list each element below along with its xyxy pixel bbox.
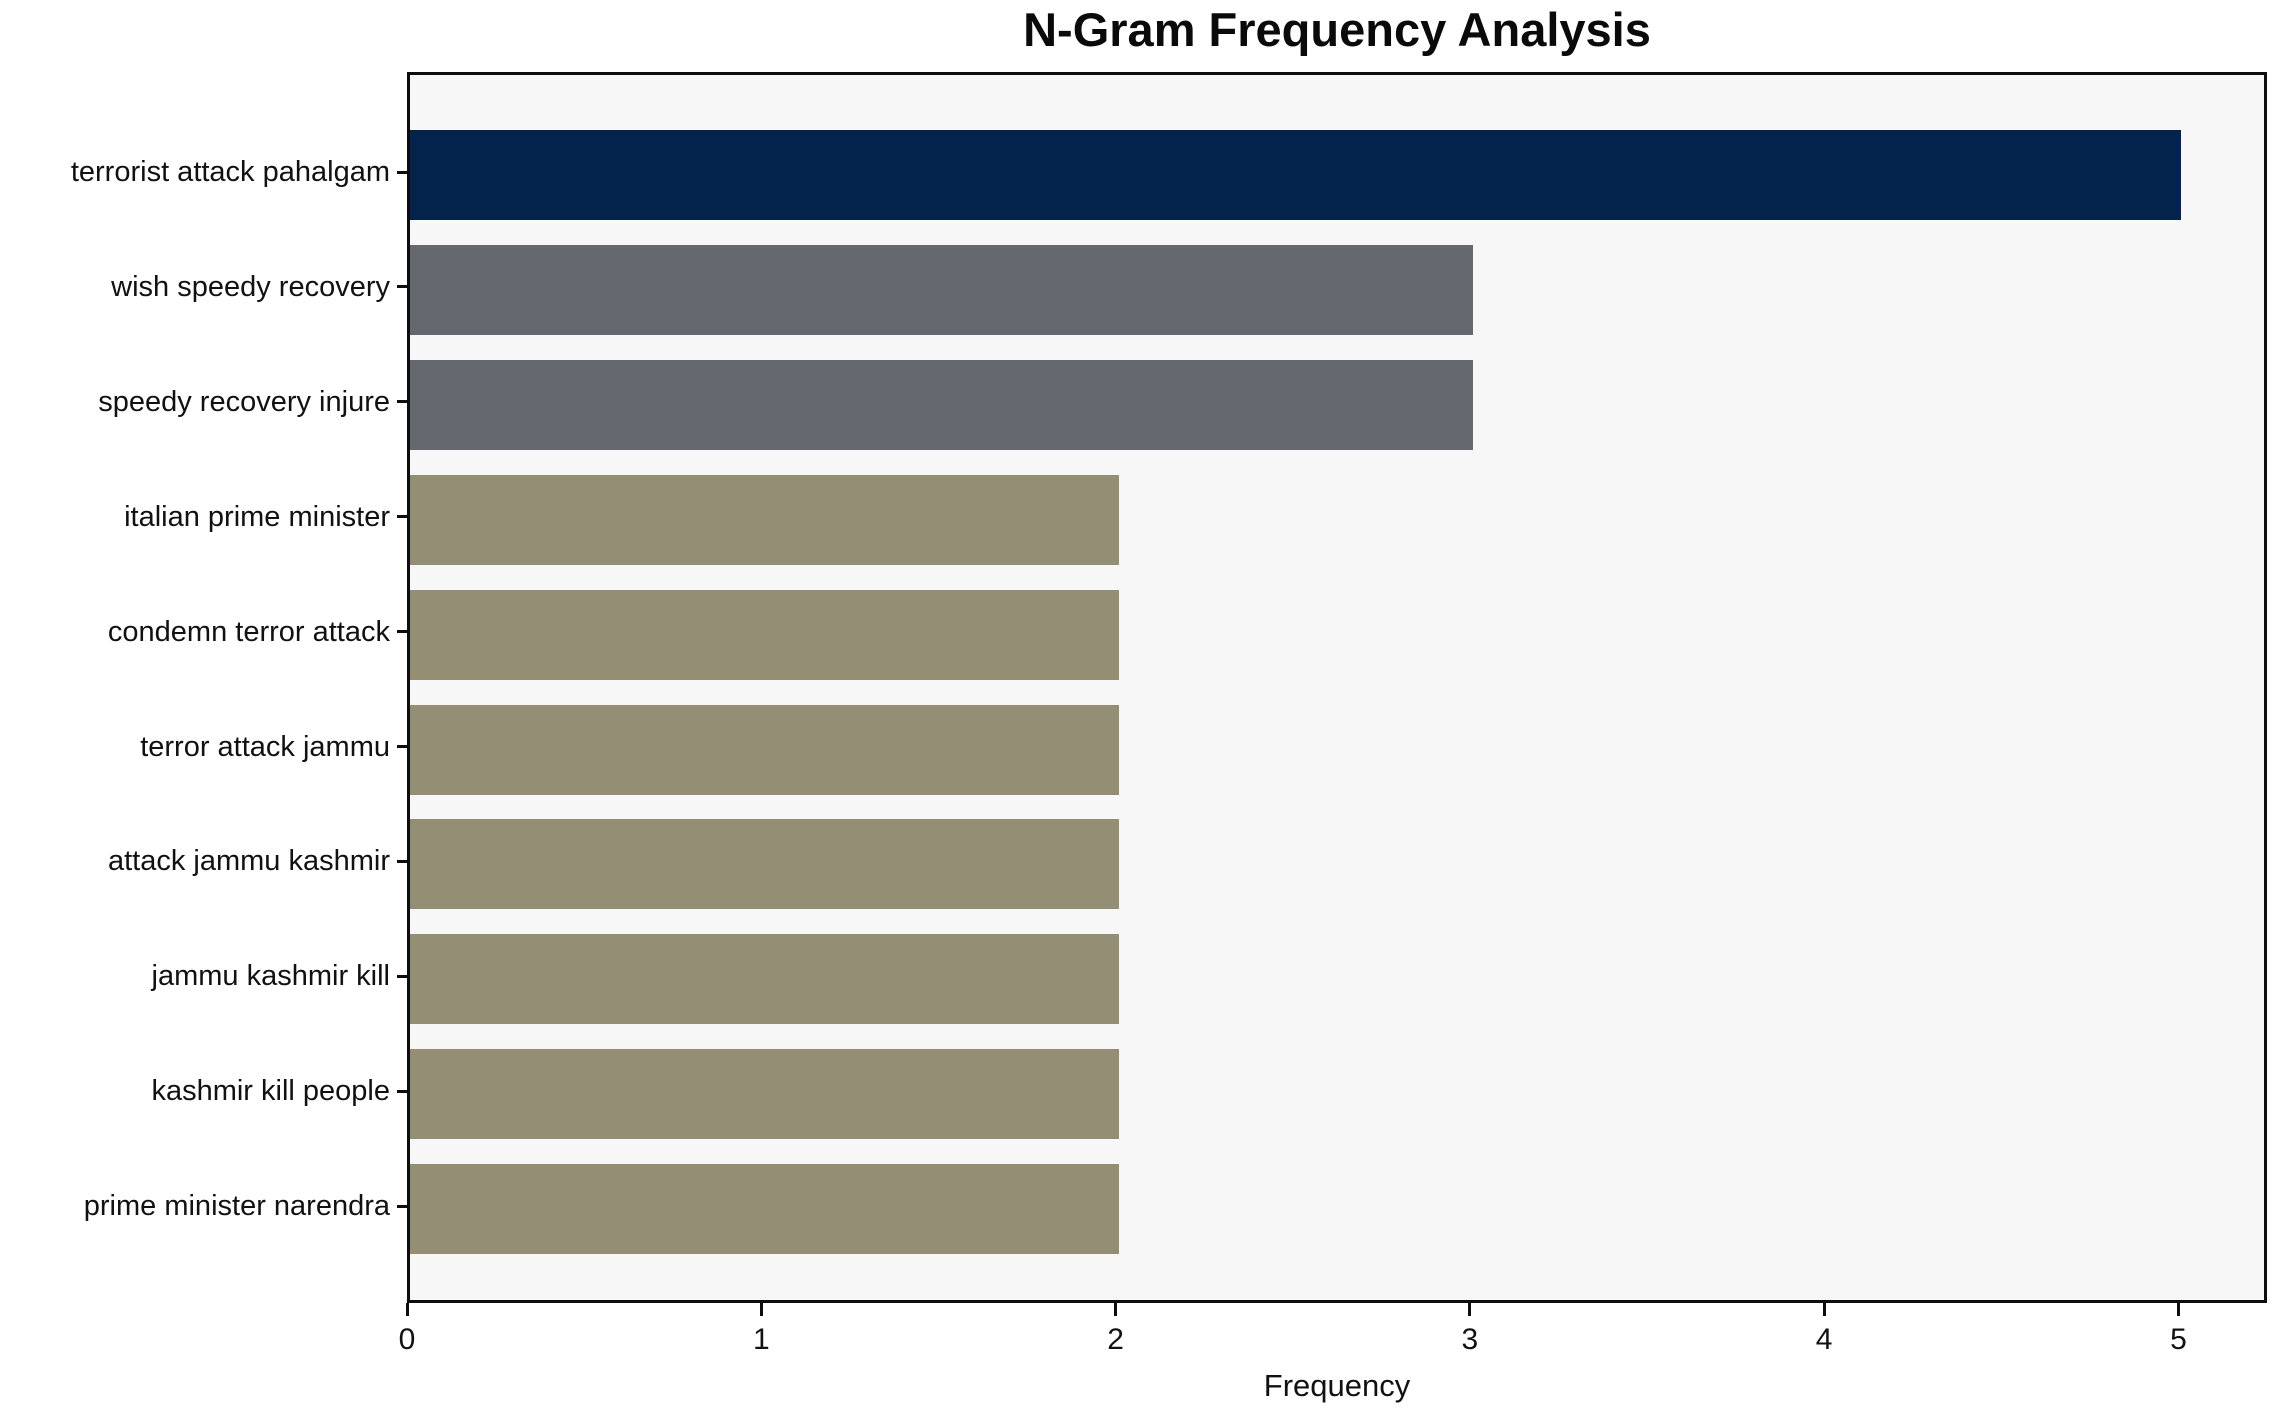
x-tick-mark — [1114, 1303, 1118, 1316]
y-tick-label: condemn terror attack — [107, 615, 390, 648]
y-tick-mark — [397, 170, 407, 174]
y-tick-mark — [397, 974, 407, 978]
bar — [410, 474, 1119, 565]
y-tick-mark — [397, 859, 407, 863]
x-tick-mark — [1822, 1303, 1826, 1316]
bar — [410, 359, 1473, 450]
x-tick-label: 4 — [1815, 1323, 1833, 1356]
bar — [410, 130, 2182, 220]
x-tick-label: 2 — [1107, 1323, 1124, 1356]
x-tick-label: 0 — [398, 1323, 416, 1356]
chart-title: N-Gram Frequency Analysis — [1023, 3, 1651, 56]
bar — [410, 819, 1119, 910]
y-tick-mark — [397, 745, 407, 748]
bar — [410, 1049, 1119, 1140]
x-tick-mark — [2176, 1303, 2180, 1316]
bar — [410, 244, 1473, 335]
y-tick-label: terror attack jammu — [140, 730, 390, 763]
x-axis-label: Frequency — [1263, 1368, 1411, 1403]
x-tick-label: 5 — [2170, 1323, 2187, 1356]
y-tick-label: prime minister narendra — [83, 1190, 390, 1223]
bar — [410, 1164, 1119, 1255]
y-tick-mark — [397, 630, 407, 634]
y-tick-label: jammu kashmir kill — [151, 960, 390, 993]
x-tick-mark — [759, 1303, 763, 1316]
y-tick-mark — [397, 1089, 407, 1093]
plot-area — [407, 72, 2267, 1303]
y-tick-label: terrorist attack pahalgam — [70, 156, 390, 188]
y-tick-mark — [397, 285, 407, 289]
x-tick-label: 3 — [1461, 1323, 1479, 1356]
y-tick-label: wish speedy recovery — [111, 270, 390, 303]
y-tick-label: speedy recovery injure — [98, 385, 390, 418]
bar — [410, 704, 1119, 795]
x-tick-mark — [405, 1303, 409, 1316]
x-tick-mark — [1468, 1303, 1472, 1316]
y-tick-mark — [397, 515, 407, 519]
y-tick-label: italian prime minister — [124, 500, 390, 533]
bar — [410, 934, 1119, 1025]
x-tick-label: 1 — [752, 1323, 770, 1356]
y-tick-label: kashmir kill people — [151, 1075, 390, 1108]
y-tick-mark — [397, 400, 407, 404]
y-tick-mark — [397, 1204, 407, 1208]
y-tick-label: attack jammu kashmir — [107, 845, 390, 878]
bar — [410, 589, 1119, 680]
